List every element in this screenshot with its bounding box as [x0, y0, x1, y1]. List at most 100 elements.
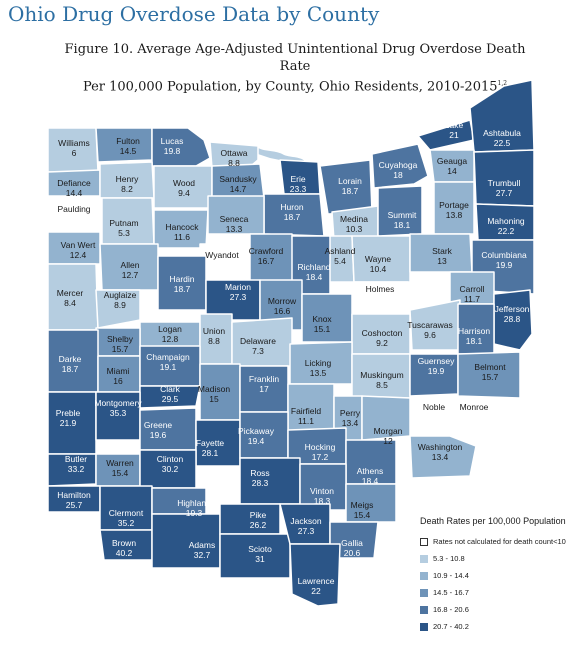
- county-label-van-wert: Van Wert: [61, 240, 96, 250]
- county-label-preble: Preble: [56, 408, 81, 418]
- county-label-scioto: Scioto: [248, 544, 272, 554]
- county-label-morrow: Morrow: [268, 296, 297, 306]
- county-scioto: [219, 533, 291, 579]
- legend-item: 16.8 - 20.6: [420, 601, 575, 618]
- county-label-seneca: Seneca: [220, 214, 249, 224]
- county-label-huron: Huron: [280, 202, 303, 212]
- county-rate-erie: 23.3: [290, 184, 307, 194]
- county-cuyahoga: [371, 143, 429, 189]
- county-rate-preble: 21.9: [60, 418, 77, 428]
- legend-swatch: [420, 571, 428, 580]
- county-washington: [409, 435, 477, 479]
- legend-label: 20.7 - 40.2: [433, 622, 469, 631]
- county-rate-van-wert: 12.4: [70, 250, 87, 260]
- county-rate-sandusky: 14.7: [230, 184, 247, 194]
- county-label-delaware: Delaware: [240, 336, 276, 346]
- county-label-portage: Portage: [439, 200, 469, 210]
- county-label-stark: Stark: [432, 246, 453, 256]
- county-rate-allen: 12.7: [122, 270, 139, 280]
- county-rate-trumbull: 27.7: [496, 188, 513, 198]
- county-rate-stark: 13: [437, 256, 447, 266]
- county-label-vinton: Vinton: [310, 486, 334, 496]
- county-label-washington: Washington: [418, 442, 463, 452]
- county-label-clinton: Clinton: [157, 454, 184, 464]
- legend-item: 5.3 - 10.8: [420, 550, 575, 567]
- county-label-lorain: Lorain: [338, 176, 362, 186]
- county-rate-clinton: 30.2: [162, 464, 179, 474]
- county-label-jefferson: Jefferson: [495, 304, 530, 314]
- county-rate-ottawa: 8.8: [228, 158, 240, 168]
- county-rate-coshocton: 9.2: [376, 338, 388, 348]
- county-rate-montgomery: 35.3: [110, 408, 127, 418]
- county-label-hocking: Hocking: [305, 442, 336, 452]
- county-label-coshocton: Coshocton: [362, 328, 403, 338]
- county-label-allen: Allen: [121, 260, 140, 270]
- figure-caption: Figure 10. Average Age-Adjusted Unintent…: [60, 41, 530, 95]
- county-rate-brown: 40.2: [116, 548, 133, 558]
- county-belmont: [457, 351, 521, 399]
- county-rate-belmont: 15.7: [482, 372, 499, 382]
- county-label-darke: Darke: [59, 354, 82, 364]
- county-lucas: [151, 127, 211, 167]
- county-rate-fayette: 28.1: [202, 448, 219, 458]
- county-rate-geauga: 14: [447, 166, 457, 176]
- county-portage: [433, 181, 475, 235]
- county-rate-crawford: 16.7: [258, 256, 275, 266]
- county-label-hamilton: Hamilton: [57, 490, 91, 500]
- county-label-meigs: Meigs: [351, 500, 374, 510]
- county-rate-hamilton: 25.7: [66, 500, 83, 510]
- county-label-fulton: Fulton: [116, 136, 140, 146]
- county-label-brown: Brown: [112, 538, 136, 548]
- county-paulding: [47, 197, 103, 231]
- county-rate-richland: 18.4: [306, 272, 323, 282]
- county-rate-morrow: 16.6: [274, 306, 291, 316]
- county-label-adams: Adams: [189, 540, 215, 550]
- county-rate-madison: 15: [209, 394, 219, 404]
- legend-swatch: [420, 605, 428, 614]
- county-label-tuscarawas: Tuscarawas: [407, 320, 453, 330]
- county-rate-carroll: 11.7: [464, 294, 480, 304]
- legend-label: 5.3 - 10.8: [433, 554, 465, 563]
- county-rate-hardin: 18.7: [174, 284, 191, 294]
- county-label-jackson: Jackson: [290, 516, 321, 526]
- county-rate-hocking: 17.2: [312, 452, 329, 462]
- county-label-fairfield: Fairfield: [291, 406, 322, 416]
- county-label-henry: Henry: [116, 174, 139, 184]
- county-rate-ross: 28.3: [252, 478, 269, 488]
- county-rate-scioto: 31: [255, 554, 265, 564]
- county-rate-champaign: 19.1: [160, 362, 177, 372]
- figure-caption-line2-text: Per 100,000 Population, by County, Ohio …: [82, 79, 498, 95]
- county-label-hardin: Hardin: [169, 274, 194, 284]
- county-label-paulding: Paulding: [57, 204, 90, 214]
- figure-caption-superscript: 1,2: [497, 80, 508, 87]
- county-rate-jefferson: 28.8: [504, 314, 521, 324]
- county-rate-morgan: 12: [383, 436, 393, 446]
- county-rate-harrison: 18.1: [466, 336, 483, 346]
- county-rate-ashtabula: 22.5: [494, 138, 511, 148]
- legend: Death Rates per 100,000 Population Rates…: [420, 516, 575, 635]
- legend-item: 20.7 - 40.2: [420, 618, 575, 635]
- county-label-summit: Summit: [388, 210, 417, 220]
- county-rate-adams: 32.7: [194, 550, 211, 560]
- county-rate-shelby: 15.7: [112, 344, 129, 354]
- county-rate-perry: 13.4: [342, 418, 359, 428]
- county-rate-tuscarawas: 9.6: [424, 330, 436, 340]
- county-auglaize: [95, 289, 141, 329]
- county-rate-hancock: 11.6: [174, 232, 190, 242]
- county-rate-union: 8.8: [208, 336, 220, 346]
- county-rate-auglaize: 8.9: [114, 300, 126, 310]
- county-rate-wood: 9.4: [178, 188, 190, 198]
- county-rate-seneca: 13.3: [226, 224, 243, 234]
- county-rate-huron: 18.7: [284, 212, 301, 222]
- county-rate-medina: 10.3: [346, 224, 363, 234]
- county-label-carroll: Carroll: [459, 284, 484, 294]
- county-rate-ashland: 5.4: [334, 256, 346, 266]
- county-label-muskingum: Muskingum: [360, 370, 403, 380]
- county-label-champaign: Champaign: [146, 352, 190, 362]
- county-label-crawford: Crawford: [249, 246, 284, 256]
- county-rate-lorain: 18.7: [342, 186, 359, 196]
- county-wayne: [351, 235, 411, 283]
- county-rate-marion: 27.3: [230, 292, 247, 302]
- county-label-trumbull: Trumbull: [488, 178, 521, 188]
